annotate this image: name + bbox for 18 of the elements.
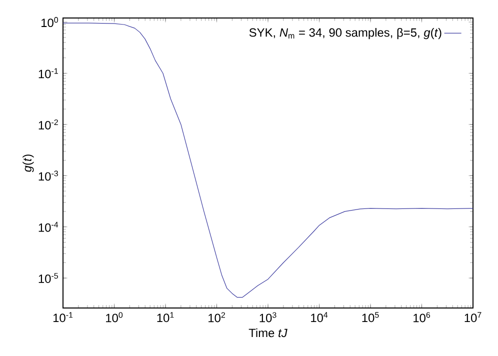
y-axis-title: g(t) xyxy=(22,154,34,172)
x-tick-label: 10$^{6}$ xyxy=(414,312,430,322)
x-tick-label: 10$^{5}$ xyxy=(362,312,379,322)
y-tick-label: 10$^{-5}$ xyxy=(38,273,58,284)
x-tick-label: 10$^{1}$ xyxy=(157,312,174,322)
y-tick-label: 10$^{-3}$ xyxy=(38,170,58,181)
x-tick-label: 10$^{0}$ xyxy=(106,312,123,322)
y-tick-label: 10$^{0}$ xyxy=(41,17,58,28)
x-tick-label: 10$^{3}$ xyxy=(260,312,276,322)
y-tick-label: 10$^{-4}$ xyxy=(38,222,58,232)
legend-label: SYK, N$_{m}$ = 34, 90 samples, β=5, g(t) xyxy=(249,28,442,40)
x-axis-title: Time tJ xyxy=(248,328,288,338)
x-tick-label: 10$^{-1}$ xyxy=(53,312,73,322)
x-tick-label: 10$^{4}$ xyxy=(311,312,328,322)
x-tick-label: 10$^{7}$ xyxy=(464,312,482,322)
x-tick-label: 10$^{2}$ xyxy=(208,312,225,322)
y-tick-label: 10$^{-1}$ xyxy=(38,68,58,78)
y-tick-label: 10$^{-2}$ xyxy=(38,119,58,130)
